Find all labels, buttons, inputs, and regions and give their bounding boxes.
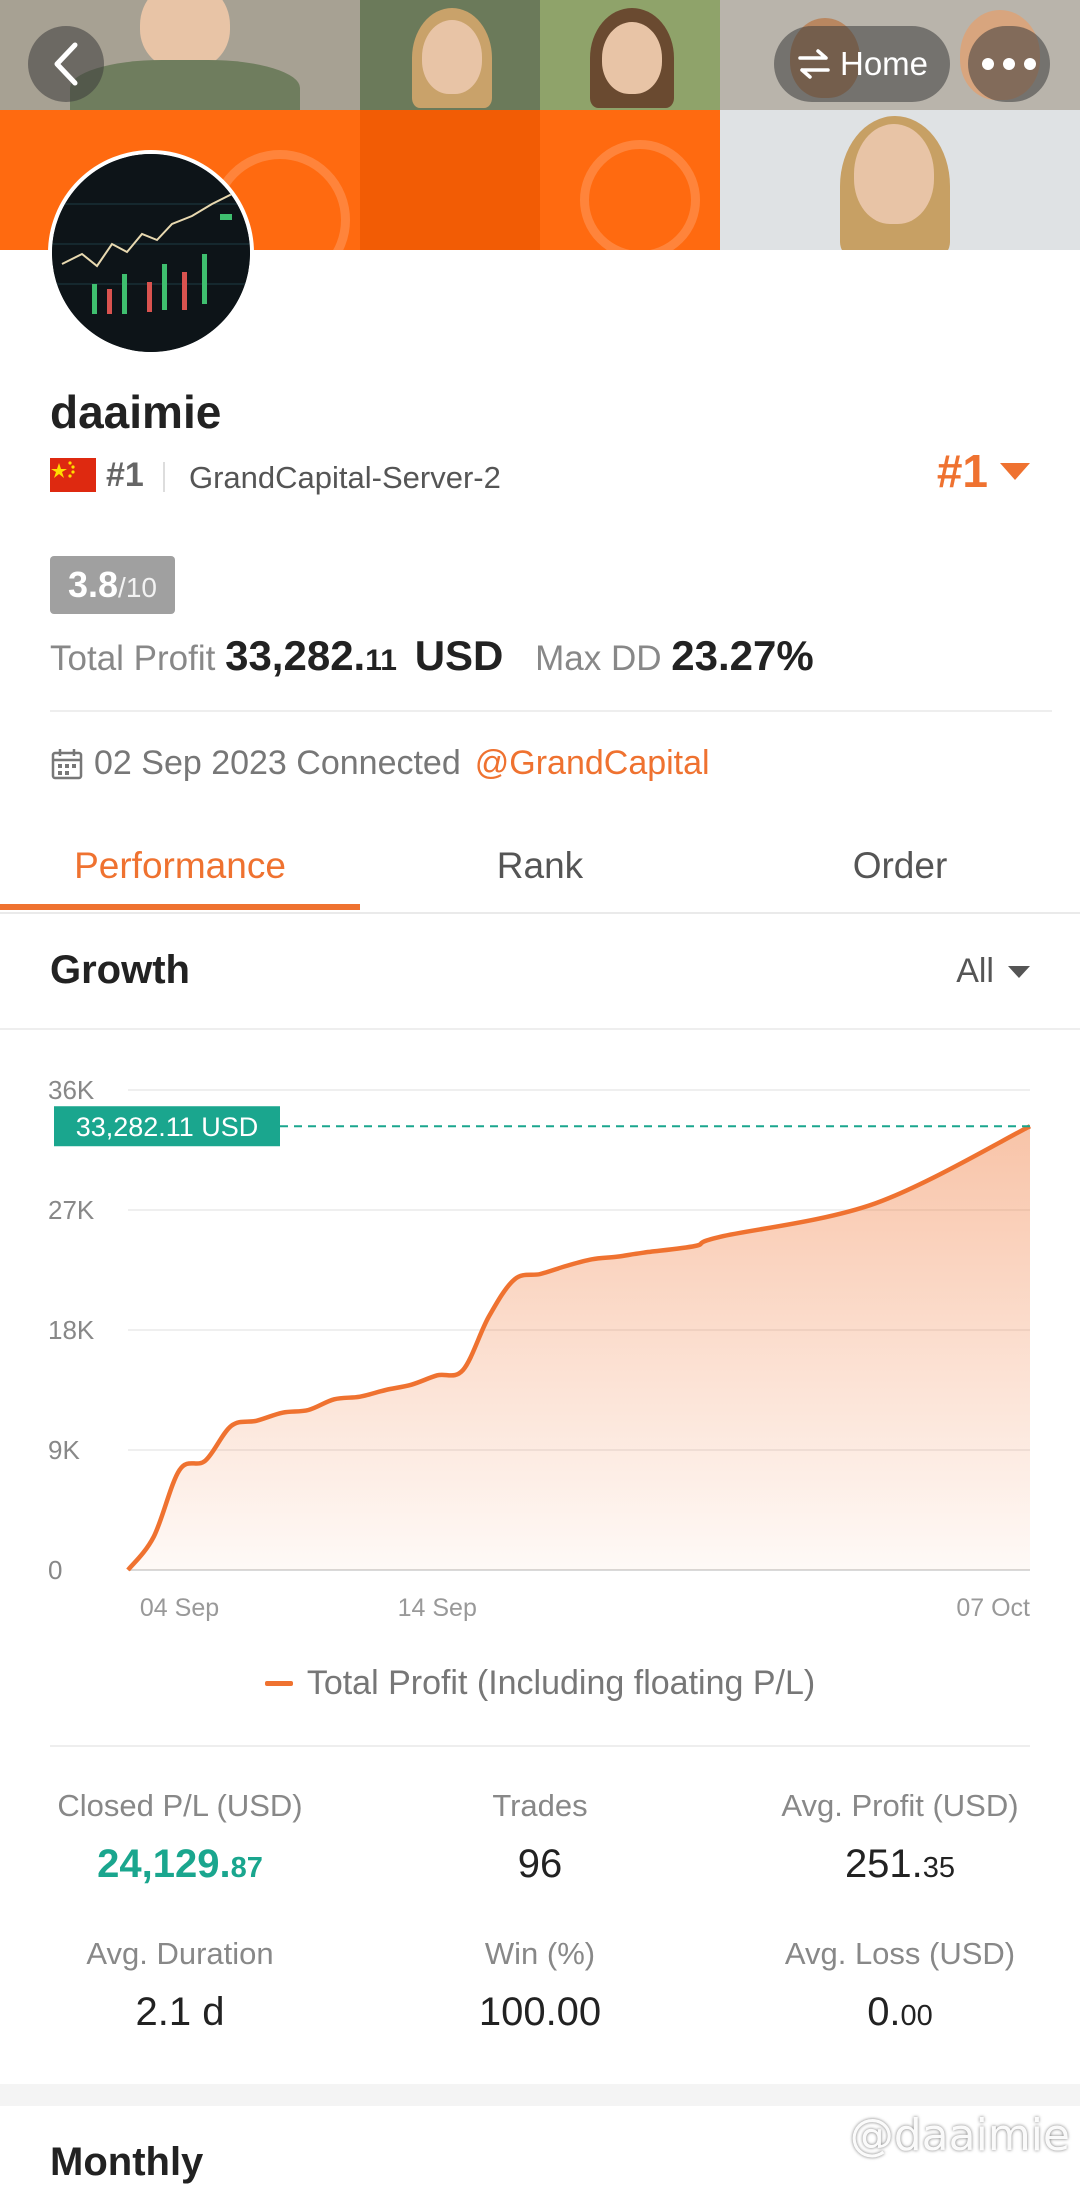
monthly-title: Monthly <box>50 2140 204 2184</box>
metric-label: Avg. Duration <box>86 1936 274 1971</box>
metric-value: 100.00 <box>478 1990 602 2034</box>
series-area <box>128 1126 1030 1570</box>
server-name: GrandCapital-Server-2 <box>189 460 501 495</box>
x-tick-label: 07 Oct <box>956 1594 1030 1622</box>
legend-swatch <box>264 1681 293 1686</box>
metric-win-rate: Win (%) 100.00 <box>360 1936 720 2035</box>
metric-label: Closed P/L (USD) <box>57 1788 303 1823</box>
legend-label: Total Profit (Including floating P/L) <box>306 1664 816 1702</box>
metric-closed-pl: Closed P/L (USD) 24,129.87 <box>0 1788 360 1887</box>
more-horizontal-icon <box>982 58 1036 70</box>
max-dd-value: 23.27% <box>671 632 814 679</box>
metric-label: Trades <box>492 1788 588 1823</box>
score-badge: 3.8 /10 <box>50 556 175 614</box>
score-max: /10 <box>118 572 157 603</box>
divider <box>50 710 1052 712</box>
metric-value: 0.00 <box>867 1990 933 2034</box>
back-button[interactable] <box>28 26 104 102</box>
caret-down-icon <box>1000 462 1030 480</box>
score-value: 3.8 <box>68 564 119 605</box>
metric-avg-profit: Avg. Profit (USD) 251.35 <box>720 1788 1080 1887</box>
x-tick-label: 04 Sep <box>140 1594 219 1622</box>
more-options-button[interactable] <box>968 26 1050 102</box>
banner-photo-woman-1 <box>360 0 540 110</box>
rank-label: #1 <box>106 456 144 494</box>
banner-tile <box>360 110 540 250</box>
divider <box>163 462 165 492</box>
y-tick-label: 18K <box>48 1315 95 1345</box>
metric-trades: Trades 96 <box>360 1788 720 1887</box>
divider <box>50 1745 1030 1747</box>
banner-photo-woman-2 <box>540 0 720 110</box>
tab-bar: Performance Rank Order <box>0 818 1080 914</box>
metric-label: Avg. Profit (USD) <box>781 1788 1019 1823</box>
metric-avg-duration: Avg. Duration 2.1 d <box>0 1936 360 2035</box>
caret-down-icon <box>1008 965 1030 978</box>
growth-filter-dropdown[interactable]: All <box>956 952 1030 991</box>
home-label: Home <box>839 45 929 82</box>
rank-badge: #1 <box>936 445 988 497</box>
y-tick-label: 27K <box>48 1195 95 1225</box>
total-profit-int: 33,282. <box>225 632 366 679</box>
home-button[interactable]: Home <box>774 26 950 102</box>
username: daaimie <box>50 386 222 438</box>
metric-avg-loss: Avg. Loss (USD) 0.00 <box>720 1936 1080 2035</box>
y-tick-label: 36K <box>48 1075 95 1105</box>
switch-icon <box>798 49 830 79</box>
chevron-left-icon <box>54 42 78 86</box>
divider <box>0 1028 1080 1030</box>
watermark: @daaimie <box>849 2110 1070 2161</box>
banner-tile <box>540 110 720 250</box>
total-profit-dec: 11 <box>365 644 397 677</box>
section-separator <box>0 2084 1080 2106</box>
metric-value: 24,129.87 <box>97 1842 263 1886</box>
series-line <box>126 1124 1032 1572</box>
growth-title: Growth <box>50 948 190 992</box>
tab-performance[interactable]: Performance <box>74 845 286 886</box>
latest-value-tag <box>54 1106 280 1147</box>
profit-summary: Total Profit 33,282.11 USD Max DD 23.27% <box>50 632 814 680</box>
china-flag-icon <box>50 458 96 492</box>
broker-link[interactable]: @GrandCapital <box>474 744 710 782</box>
total-profit-unit: USD <box>414 632 504 679</box>
connected-info: 02 Sep 2023 Connected @GrandCapital <box>50 744 710 783</box>
latest-value-label: 33,282.11 USD <box>76 1112 259 1142</box>
metric-value: 96 <box>517 1842 563 1886</box>
active-tab-indicator <box>0 904 360 910</box>
connected-date: 02 Sep 2023 Connected <box>94 744 461 782</box>
calendar-icon <box>51 748 83 779</box>
y-tick-label: 0 <box>48 1555 62 1585</box>
metric-label: Avg. Loss (USD) <box>784 1936 1016 1971</box>
tab-order[interactable]: Order <box>852 845 948 886</box>
max-dd-label: Max DD <box>535 639 662 678</box>
x-tick-label: 14 Sep <box>398 1594 477 1622</box>
y-tick-label: 9K <box>48 1435 80 1465</box>
rank-dropdown[interactable]: #1 <box>937 444 1030 498</box>
growth-filter-value: All <box>956 952 994 990</box>
metric-label: Win (%) <box>484 1936 596 1971</box>
metric-value: 2.1 d <box>135 1990 225 2034</box>
trading-chart-avatar-image <box>52 154 250 352</box>
metric-value: 251.35 <box>844 1842 956 1886</box>
growth-chart: 0 9K 18K 27K 36K 04 Sep 14 Sep 07 Oct 33,282.11 … <box>48 1075 1032 1622</box>
banner-photo-woman-3 <box>720 110 1080 250</box>
chart-legend: Total Profit (Including floating P/L) <box>0 1664 1080 1703</box>
total-profit-label: Total Profit <box>50 639 216 678</box>
avatar[interactable] <box>48 150 254 356</box>
tab-rank[interactable]: Rank <box>496 845 584 886</box>
